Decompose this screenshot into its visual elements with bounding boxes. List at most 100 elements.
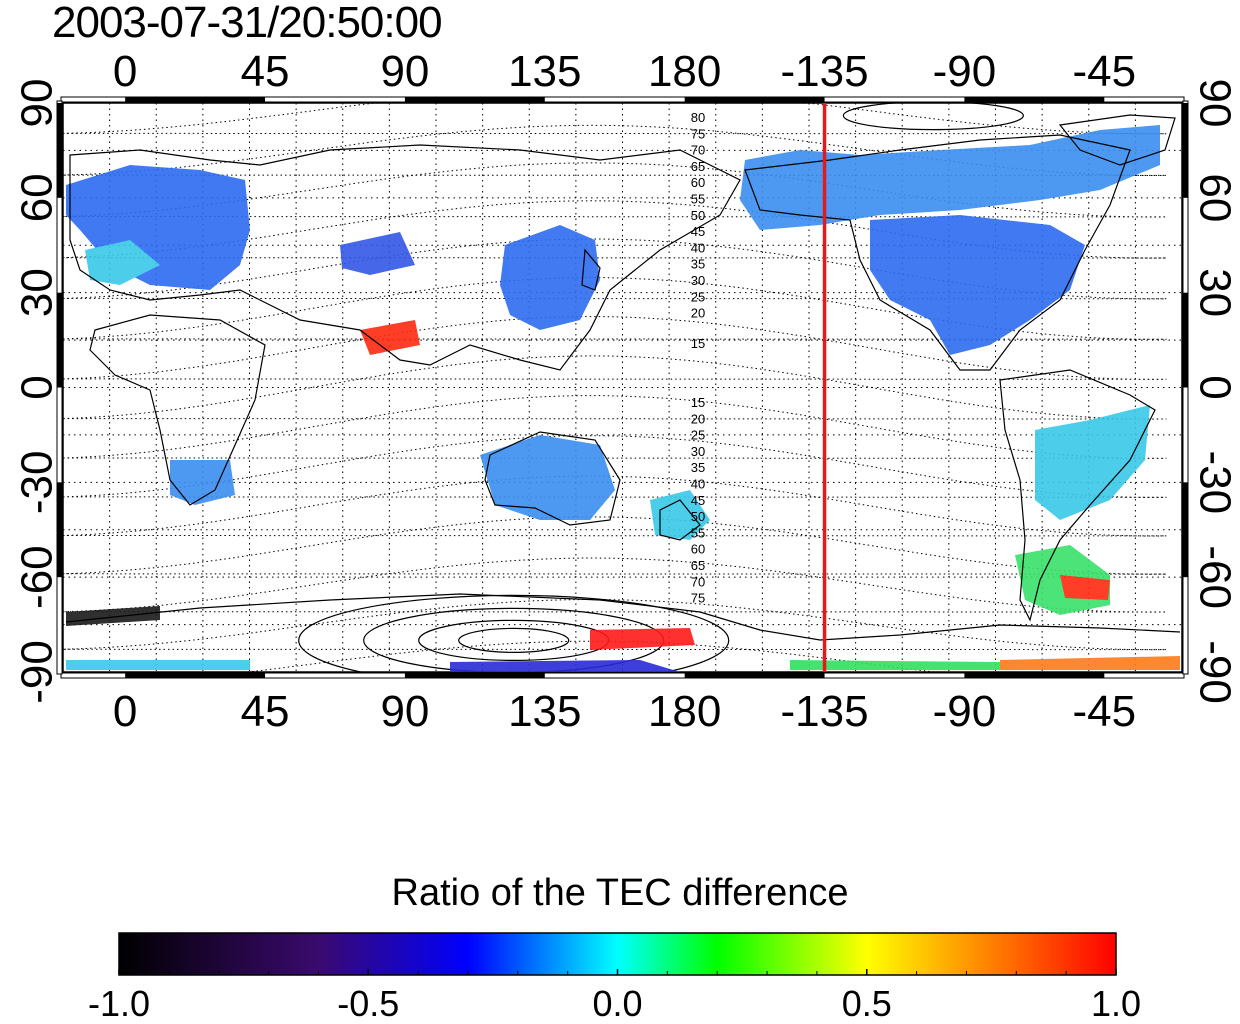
dip-contour — [63, 557, 1167, 613]
dip-contour — [63, 238, 1167, 300]
bottom-lon-tick-label: 0 — [113, 687, 137, 736]
map-panel — [62, 102, 1183, 673]
dip-label-south: 30 — [691, 444, 705, 459]
colorbar-tick-label: 1.0 — [1091, 983, 1141, 1024]
right-axis-segment — [1183, 292, 1188, 388]
dip-label-north: 55 — [691, 192, 705, 207]
left-lat-tick-label: -30 — [13, 451, 62, 515]
dip-label-south: 50 — [691, 509, 705, 524]
left-axis-segment — [57, 103, 62, 198]
right-lat-tick-label: -60 — [1190, 545, 1239, 609]
tec-patch-patagonia-red — [1060, 575, 1110, 600]
colorbar-ticks: -1.0 -0.5 0.0 0.5 1.0 — [88, 969, 1141, 1024]
dip-label-south: 65 — [691, 558, 705, 573]
bottom-axis-segment — [684, 673, 825, 678]
coast-australia — [484, 431, 621, 526]
right-lat-tick-label: -90 — [1190, 640, 1239, 704]
left-axis-segment — [57, 482, 62, 578]
map-axes: 0 0 45 45 90 90 135 135 180 180 -135 -135 -90 -90 -45 -… — [13, 47, 1240, 736]
dip-label-south: 60 — [691, 542, 705, 557]
right-axis-segment — [1183, 482, 1188, 578]
tec-data-patches — [66, 125, 1180, 672]
coast-greenland — [1058, 114, 1176, 166]
right-lat-tick-label: 60 — [1190, 173, 1239, 222]
colorbar-tick-label: -0.5 — [337, 983, 399, 1024]
right-axis-segment — [1183, 103, 1188, 198]
coast-antarctica — [65, 593, 1181, 641]
colorbar-bar — [118, 932, 1117, 976]
left-lat-tick-label: -90 — [13, 640, 62, 704]
dip-contour-labels: 8075706560555045403530252015152025303540… — [691, 110, 705, 606]
right-lat-tick-label: 0 — [1190, 375, 1239, 399]
top-axis-segment — [125, 97, 266, 102]
right-lat-tick-label: 90 — [1190, 79, 1239, 128]
bottom-axis-strip — [60, 672, 1185, 679]
left-lat-tick-label: 0 — [13, 375, 62, 399]
bottom-lon-tick-label: -90 — [933, 687, 997, 736]
dip-label-north: 20 — [691, 306, 705, 321]
top-lon-tick-label: 45 — [241, 47, 290, 96]
tec-patch-asia — [500, 225, 600, 330]
top-axis-segment — [964, 97, 1105, 102]
dip-label-south: 25 — [691, 428, 705, 443]
dip-label-south: 45 — [691, 493, 705, 508]
coastlines — [65, 114, 1181, 641]
tec-patch-central-asia — [340, 232, 415, 275]
polar-dip-contour — [298, 594, 730, 672]
dip-label-north: 65 — [691, 159, 705, 174]
right-lat-tick-label: 30 — [1190, 268, 1239, 317]
top-lon-tick-label: -135 — [781, 47, 869, 96]
top-lon-tick-label: 0 — [113, 47, 137, 96]
tec-patch-north-america — [870, 215, 1085, 355]
dip-contour — [63, 395, 1167, 459]
dip-label-north: 70 — [691, 143, 705, 158]
dip-label-south: 35 — [691, 460, 705, 475]
dip-label-north: 50 — [691, 208, 705, 223]
dip-label-north: 75 — [691, 126, 705, 141]
tec-patch-nz — [650, 490, 710, 540]
tec-patch-antarctic-red-1 — [590, 628, 695, 650]
dip-contour — [63, 277, 1167, 340]
top-axis-strip — [60, 96, 1185, 103]
bottom-lon-tick-label: 90 — [380, 687, 429, 736]
dip-label-north: 25 — [691, 289, 705, 304]
right-lat-tick-label: -30 — [1190, 451, 1239, 515]
bottom-lon-tick-label: 45 — [241, 687, 290, 736]
coast-nz — [659, 499, 701, 541]
tec-patch-antarctic-black — [66, 606, 160, 626]
tec-patch-india-red — [360, 320, 420, 355]
dip-contour — [63, 355, 1167, 420]
bottom-axis-segment — [125, 673, 266, 678]
dip-label-north: 60 — [691, 175, 705, 190]
dip-label-south: 55 — [691, 525, 705, 540]
left-lat-tick-label: -60 — [13, 545, 62, 609]
tec-patch-south-africa — [170, 460, 235, 505]
dip-label-south: 15 — [691, 395, 705, 410]
bottom-lon-tick-label: 180 — [648, 687, 721, 736]
dip-label-north: 30 — [691, 273, 705, 288]
tec-patch-antarctic-green — [790, 660, 1000, 670]
left-lat-tick-label: 90 — [13, 79, 62, 128]
dip-label-north: 80 — [691, 110, 705, 125]
left-lat-tick-label: 30 — [13, 268, 62, 317]
left-axis-segment — [57, 292, 62, 388]
tec-patch-antarctic-blue — [450, 660, 680, 672]
dip-label-north: 35 — [691, 257, 705, 272]
timestamp-title: 2003-07-31/20:50:00 — [52, 0, 443, 47]
polar-dip-contour — [458, 627, 570, 653]
bottom-lon-tick-label: -135 — [781, 687, 869, 736]
dip-label-north: 45 — [691, 224, 705, 239]
top-lon-tick-label: 180 — [648, 47, 721, 96]
dip-label-south: 20 — [691, 411, 705, 426]
bottom-lon-tick-label: -45 — [1072, 687, 1136, 736]
top-axis-segment — [684, 97, 825, 102]
polar-dip-contour — [842, 103, 1024, 131]
coast-north-america — [744, 134, 1131, 371]
tec-patch-australia — [480, 435, 615, 520]
coast-south-america — [999, 369, 1156, 622]
colorbar-tick-label: 0.5 — [842, 983, 892, 1024]
tec-patch-antarctic-orange — [1000, 656, 1180, 670]
tec-patch-europe-cyan — [85, 240, 160, 285]
dip-contour — [63, 162, 1167, 218]
